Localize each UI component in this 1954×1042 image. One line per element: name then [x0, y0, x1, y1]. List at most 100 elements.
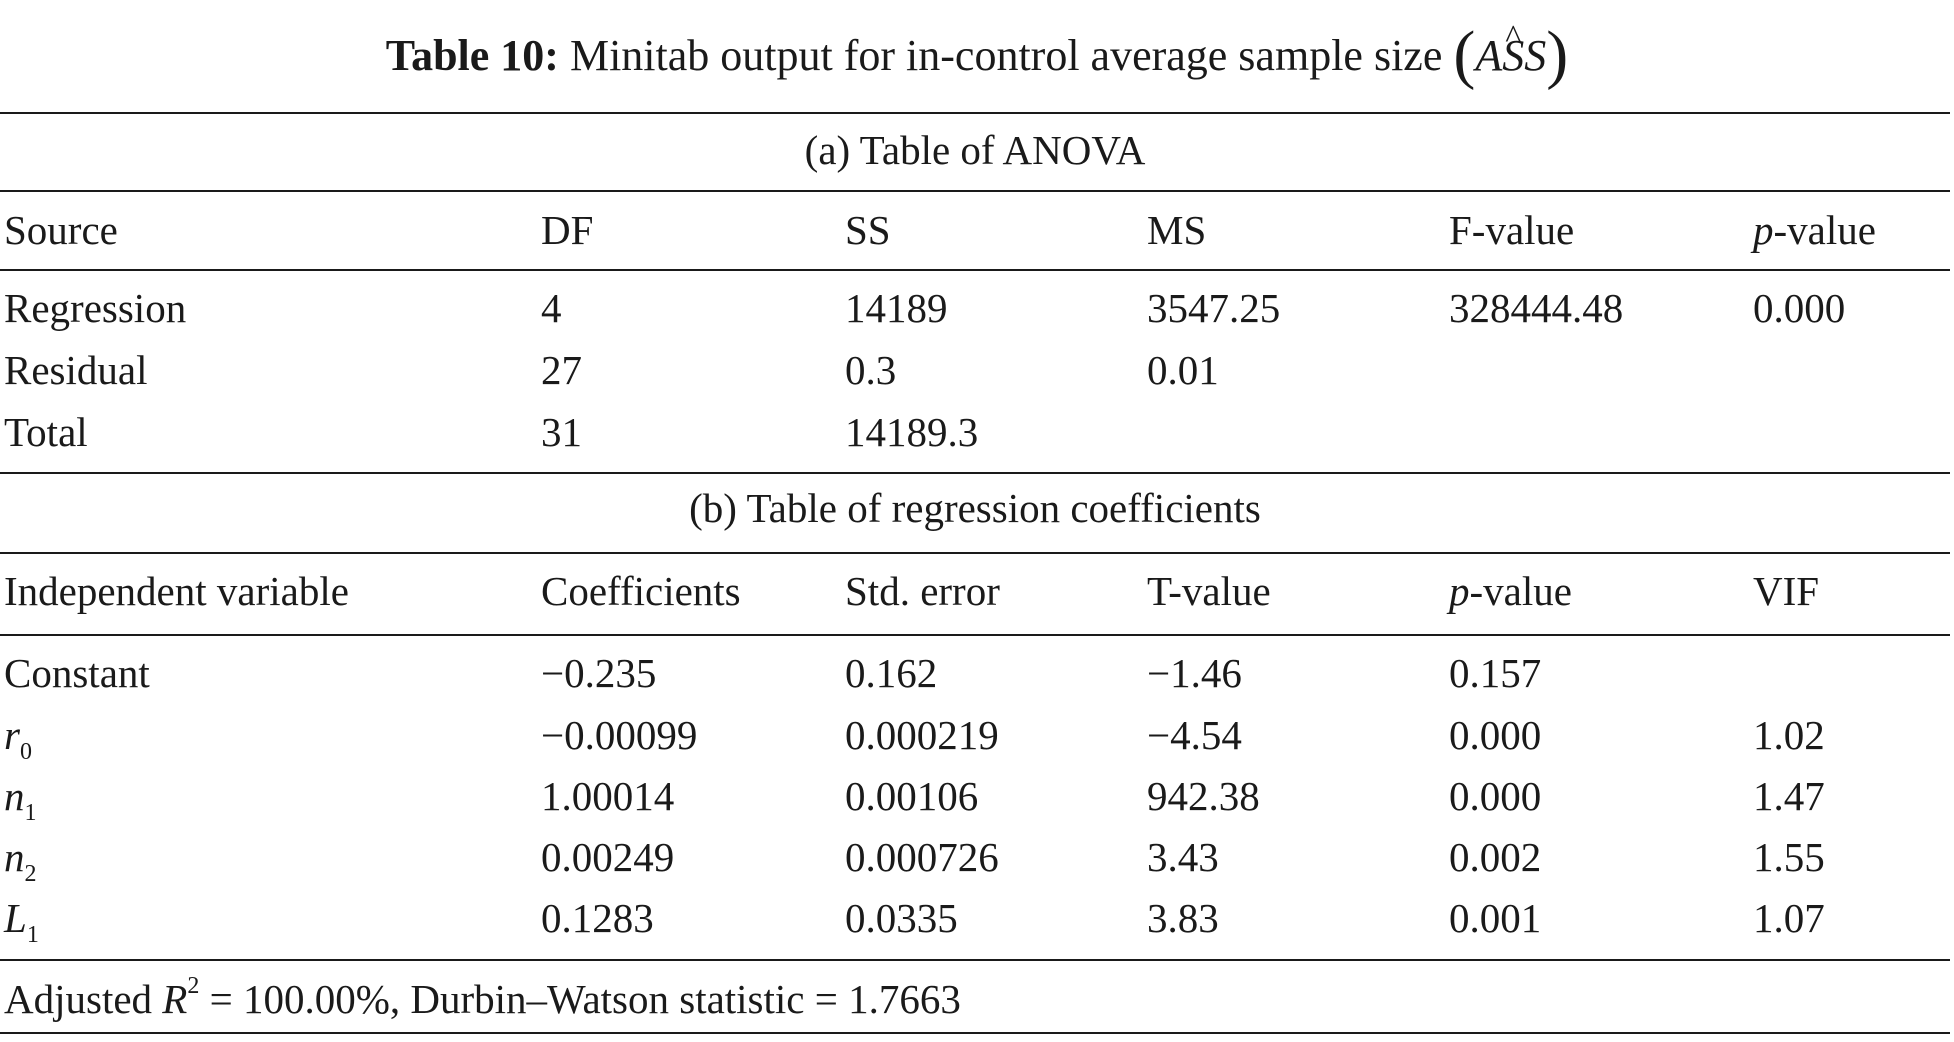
anova-header-source: Source [4, 207, 118, 253]
coef-variable-subscript: 2 [24, 861, 37, 887]
coef-std-error: 0.000726 [845, 834, 999, 880]
anova-f-value: 328444.48 [1449, 285, 1624, 331]
coef-std-error: 0.162 [845, 650, 938, 696]
coef-value: −0.235 [541, 650, 657, 696]
caption-symbol-a: A [1475, 31, 1503, 80]
coef-variable-subscript: 1 [26, 922, 39, 948]
anova-bottom-rule [0, 472, 1950, 474]
coef-t-value: −1.46 [1147, 650, 1242, 696]
table-row: Residual 27 0.3 0.01 [0, 346, 1950, 406]
anova-source: Total [4, 409, 88, 455]
coef-std-error: 0.000219 [845, 712, 999, 758]
anova-title: (a) Table of ANOVA [804, 127, 1146, 173]
footnote-rest: = 100.00%, Durbin–Watson statistic = 1.7… [199, 976, 961, 1022]
coef-value: 1.00014 [541, 773, 675, 819]
anova-ms: 3547.25 [1147, 285, 1281, 331]
coefficients-header-row: Independent variable Coefficients Std. e… [0, 567, 1950, 627]
caption-text: Minitab output for in-control average sa… [569, 31, 1443, 80]
coef-p-value: 0.000 [1449, 773, 1542, 819]
coef-value: 0.00249 [541, 834, 675, 880]
anova-header-row: Source DF SS MS F-value p-value [0, 206, 1950, 266]
caption-label: Table 10: [385, 31, 559, 80]
footnote-superscript: 2 [187, 973, 200, 999]
table-row: Constant −0.235 0.162 −1.46 0.157 [0, 649, 1950, 709]
coef-std-error: 0.0335 [845, 895, 958, 941]
anova-header-p-value: p-value [1753, 206, 1876, 254]
coef-vif: 1.47 [1753, 773, 1825, 819]
coef-t-value: 3.83 [1147, 895, 1219, 941]
coef-header-variable: Independent variable [4, 568, 349, 614]
coef-vif: 1.55 [1753, 834, 1825, 880]
table-row: r0 −0.00099 0.000219 −4.54 0.000 1.02 [0, 711, 1950, 771]
caption-symbol-s-hat: S [1502, 11, 1524, 101]
anova-source: Residual [4, 347, 148, 393]
coef-variable: Constant [4, 649, 150, 697]
coef-variable-subscript: 0 [19, 739, 32, 765]
coefficients-header-rule [0, 634, 1950, 636]
anova-ss: 14189 [845, 285, 948, 331]
coef-variable-name: n [4, 773, 25, 819]
coef-p-value: 0.001 [1449, 895, 1542, 941]
coef-variable: n2 [4, 833, 37, 888]
anova-p-value: 0.000 [1753, 285, 1846, 331]
table-caption: Table 10: Minitab output for in-control … [0, 10, 1954, 101]
caption-symbol-s: S [1524, 31, 1547, 80]
coef-p-value: 0.002 [1449, 834, 1542, 880]
anova-header-ss: SS [845, 207, 891, 253]
coef-variable-name: r [4, 712, 20, 758]
table-row: Total 31 14189.3 [0, 408, 1950, 468]
coefficients-bottom-rule [0, 959, 1950, 961]
coef-header-value-suffix: -value [1469, 568, 1572, 614]
coef-header-p-value: p-value [1449, 567, 1572, 615]
anova-source: Regression [4, 285, 187, 331]
coef-variable-subscript: 1 [24, 800, 37, 826]
table-row: Regression 4 14189 3547.25 328444.48 0.0… [0, 284, 1950, 344]
anova-ms: 0.01 [1147, 347, 1219, 393]
table-row: L1 0.1283 0.0335 3.83 0.001 1.07 [0, 894, 1950, 954]
coef-header-p-italic: p [1449, 568, 1470, 614]
anova-df: 31 [541, 409, 582, 455]
caption-close-paren: ) [1546, 18, 1569, 91]
coef-value: 0.1283 [541, 895, 654, 941]
coef-variable-name: Constant [4, 650, 150, 696]
coef-vif: 1.07 [1753, 895, 1825, 941]
coef-variable-name: L [4, 895, 27, 941]
coef-header-std-error: Std. error [845, 568, 1000, 614]
anova-ss: 0.3 [845, 347, 897, 393]
coef-variable: L1 [4, 894, 39, 949]
table-row: n2 0.00249 0.000726 3.43 0.002 1.55 [0, 833, 1950, 893]
table-row: n1 1.00014 0.00106 942.38 0.000 1.47 [0, 772, 1950, 832]
coef-t-value: −4.54 [1147, 712, 1242, 758]
caption-open-paren: ( [1453, 18, 1476, 91]
coefficients-title: (b) Table of regression coefficients [689, 485, 1261, 531]
coef-variable: r0 [4, 711, 32, 766]
coef-std-error: 0.00106 [845, 773, 979, 819]
anova-df: 4 [541, 285, 562, 331]
coef-t-value: 942.38 [1147, 773, 1260, 819]
coef-p-value: 0.157 [1449, 650, 1542, 696]
top-rule [0, 112, 1950, 114]
anova-header-rule [0, 269, 1950, 271]
coef-header-t-value: T-value [1147, 568, 1271, 614]
coef-variable-name: n [4, 834, 25, 880]
anova-df: 27 [541, 347, 582, 393]
anova-ss: 14189.3 [845, 409, 979, 455]
coef-header-coefficients: Coefficients [541, 568, 741, 614]
footnote-r: R [162, 976, 188, 1022]
caption-symbol: ASS [1475, 31, 1546, 80]
anova-title-rule [0, 190, 1950, 192]
coef-header-vif: VIF [1753, 568, 1820, 614]
bottom-rule [0, 1032, 1950, 1034]
anova-header-value-suffix: -value [1773, 207, 1876, 253]
footnote-prefix: Adjusted [4, 976, 163, 1022]
anova-header-p-italic: p [1753, 207, 1774, 253]
table-footnote: Adjusted R2 = 100.00%, Durbin–Watson sta… [4, 973, 961, 1023]
anova-header-df: DF [541, 207, 594, 253]
coef-p-value: 0.000 [1449, 712, 1542, 758]
coef-vif: 1.02 [1753, 712, 1825, 758]
coefficients-title-rule [0, 552, 1950, 554]
coef-t-value: 3.43 [1147, 834, 1219, 880]
coef-value: −0.00099 [541, 712, 698, 758]
anova-header-ms: MS [1147, 207, 1207, 253]
